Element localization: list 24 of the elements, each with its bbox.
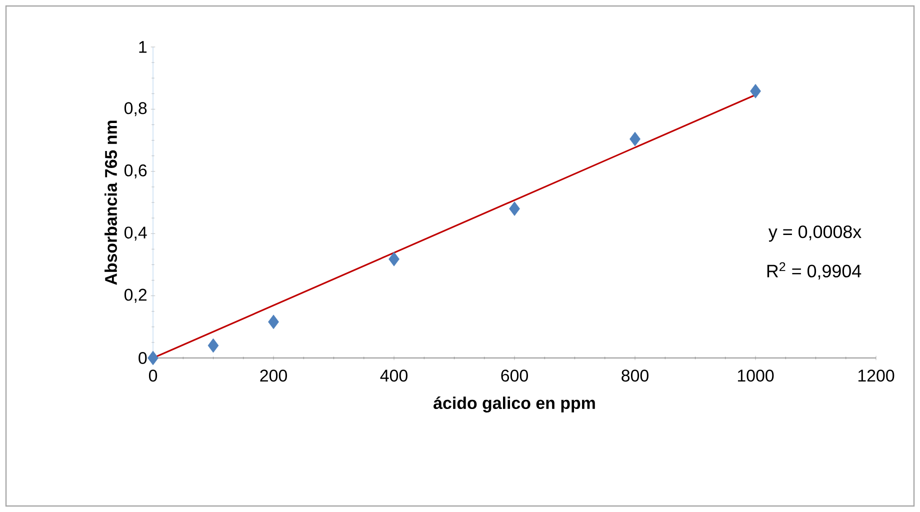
y-tick-label: 0,6	[124, 164, 147, 178]
point	[208, 338, 219, 353]
y-tick-label: 0,8	[124, 102, 147, 116]
point	[630, 132, 640, 146]
annotation: y = 0,0008x	[768, 225, 862, 242]
point	[388, 252, 400, 266]
point	[750, 84, 761, 98]
x-tick-label: 600	[501, 370, 528, 382]
y-tick-label: 0,4	[124, 226, 147, 241]
point	[268, 314, 279, 330]
x-tick-label: 0	[148, 370, 158, 382]
x-tick-label: 200	[260, 370, 287, 382]
point	[509, 202, 520, 216]
point	[148, 350, 158, 366]
y-axis-title: Absorbancia 765 nm	[104, 120, 117, 285]
x-axis-title: ácido galico en ppm	[434, 396, 595, 412]
x-tick-label: 400	[380, 370, 408, 382]
annotation: R$^{2}$ = 0,9904	[767, 262, 862, 280]
y-tick-label: 0,2	[124, 288, 147, 303]
y-tick-label: 0	[138, 352, 147, 364]
y-tick-label: 1	[139, 41, 147, 53]
x-tick-label: 800	[622, 370, 648, 382]
x-tick-label: 1000	[738, 370, 774, 382]
x-tick-label: 1200	[858, 370, 894, 382]
